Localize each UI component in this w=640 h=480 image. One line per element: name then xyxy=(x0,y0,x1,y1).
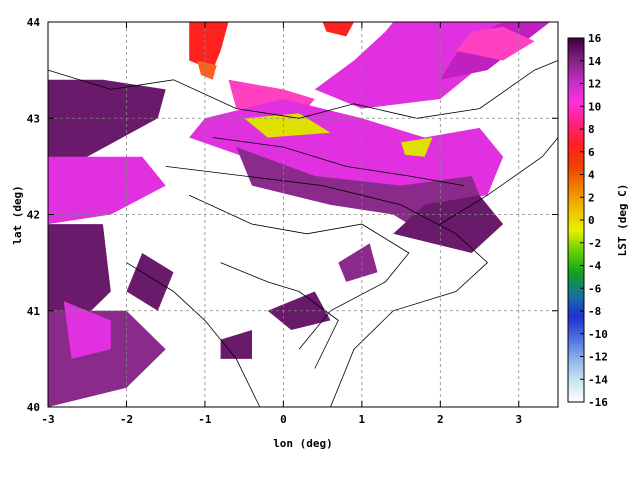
y-tick-label: 42 xyxy=(27,209,40,222)
colorbar-label: LST (deg C) xyxy=(616,184,629,257)
x-tick-label: 1 xyxy=(359,413,366,426)
colorbar-tick-label: 16 xyxy=(588,32,602,45)
lst-patch xyxy=(220,330,252,359)
lst-patch xyxy=(267,291,331,330)
colorbar: 16 14 12 10 8 6 4 2 0 -2 -4 -6 -8 -10 -12 -14 -16 xyxy=(567,32,608,409)
y-axis-ticks: 40 41 42 43 44 xyxy=(27,16,558,414)
x-tick-label: -1 xyxy=(198,413,212,426)
colorbar-tick-label: -8 xyxy=(588,305,601,318)
lst-patch xyxy=(393,195,504,253)
lst-patch xyxy=(338,243,378,282)
colorbar-tick-label: -16 xyxy=(588,396,608,409)
x-tick-label: -2 xyxy=(120,413,133,426)
x-tick-label: 3 xyxy=(515,413,522,426)
lst-patch xyxy=(401,137,433,157)
lst-patch xyxy=(197,60,217,80)
x-tick-label: -3 xyxy=(41,413,54,426)
lst-patch xyxy=(48,79,166,176)
colorbar-tick-label: 10 xyxy=(588,100,601,113)
colorbar-tick-label: -14 xyxy=(588,373,608,386)
colorbar-tick-label: 6 xyxy=(588,146,595,159)
colorbar-tick-label: 8 xyxy=(588,123,595,136)
contour-line xyxy=(440,137,559,225)
colorbar-tick-label: 0 xyxy=(588,214,595,227)
lst-patch xyxy=(322,22,354,37)
colorbar-tick-label: -6 xyxy=(588,282,602,295)
contour-line xyxy=(220,262,339,369)
colorbar-tick-label: 12 xyxy=(588,78,601,91)
x-tick-label: 0 xyxy=(280,413,287,426)
lst-patch xyxy=(48,156,166,225)
colorbar-tick-label: -4 xyxy=(588,260,602,273)
lst-patch xyxy=(63,301,111,359)
contour-line xyxy=(189,194,410,350)
colorbar-tick-label: -12 xyxy=(588,351,608,364)
colorbar-tick-label: 2 xyxy=(588,191,595,204)
x-axis-ticks: -3 -2 -1 0 1 2 3 xyxy=(41,22,522,426)
y-tick-label: 44 xyxy=(27,16,41,29)
colorbar-tick-label: 14 xyxy=(588,55,602,68)
topography-contours xyxy=(47,60,559,408)
contour-line xyxy=(126,262,261,408)
y-tick-label: 43 xyxy=(27,112,40,125)
y-tick-label: 41 xyxy=(27,305,41,318)
colorbar-tick-label: -10 xyxy=(588,328,608,341)
lst-patch xyxy=(189,22,229,71)
y-axis-label: lat (deg) xyxy=(11,185,24,245)
x-tick-label: 2 xyxy=(437,413,444,426)
lst-patch xyxy=(456,26,535,61)
lst-patch xyxy=(126,253,174,311)
y-tick-label: 40 xyxy=(27,401,40,414)
colorbar-tick-label: -2 xyxy=(588,237,601,250)
contour-line xyxy=(212,137,464,186)
grid-lines xyxy=(48,22,558,407)
colorbar-tick-label: 4 xyxy=(588,169,595,182)
contour-line xyxy=(47,60,559,119)
x-axis-label: lon (deg) xyxy=(273,437,333,450)
lst-patch xyxy=(244,113,331,138)
